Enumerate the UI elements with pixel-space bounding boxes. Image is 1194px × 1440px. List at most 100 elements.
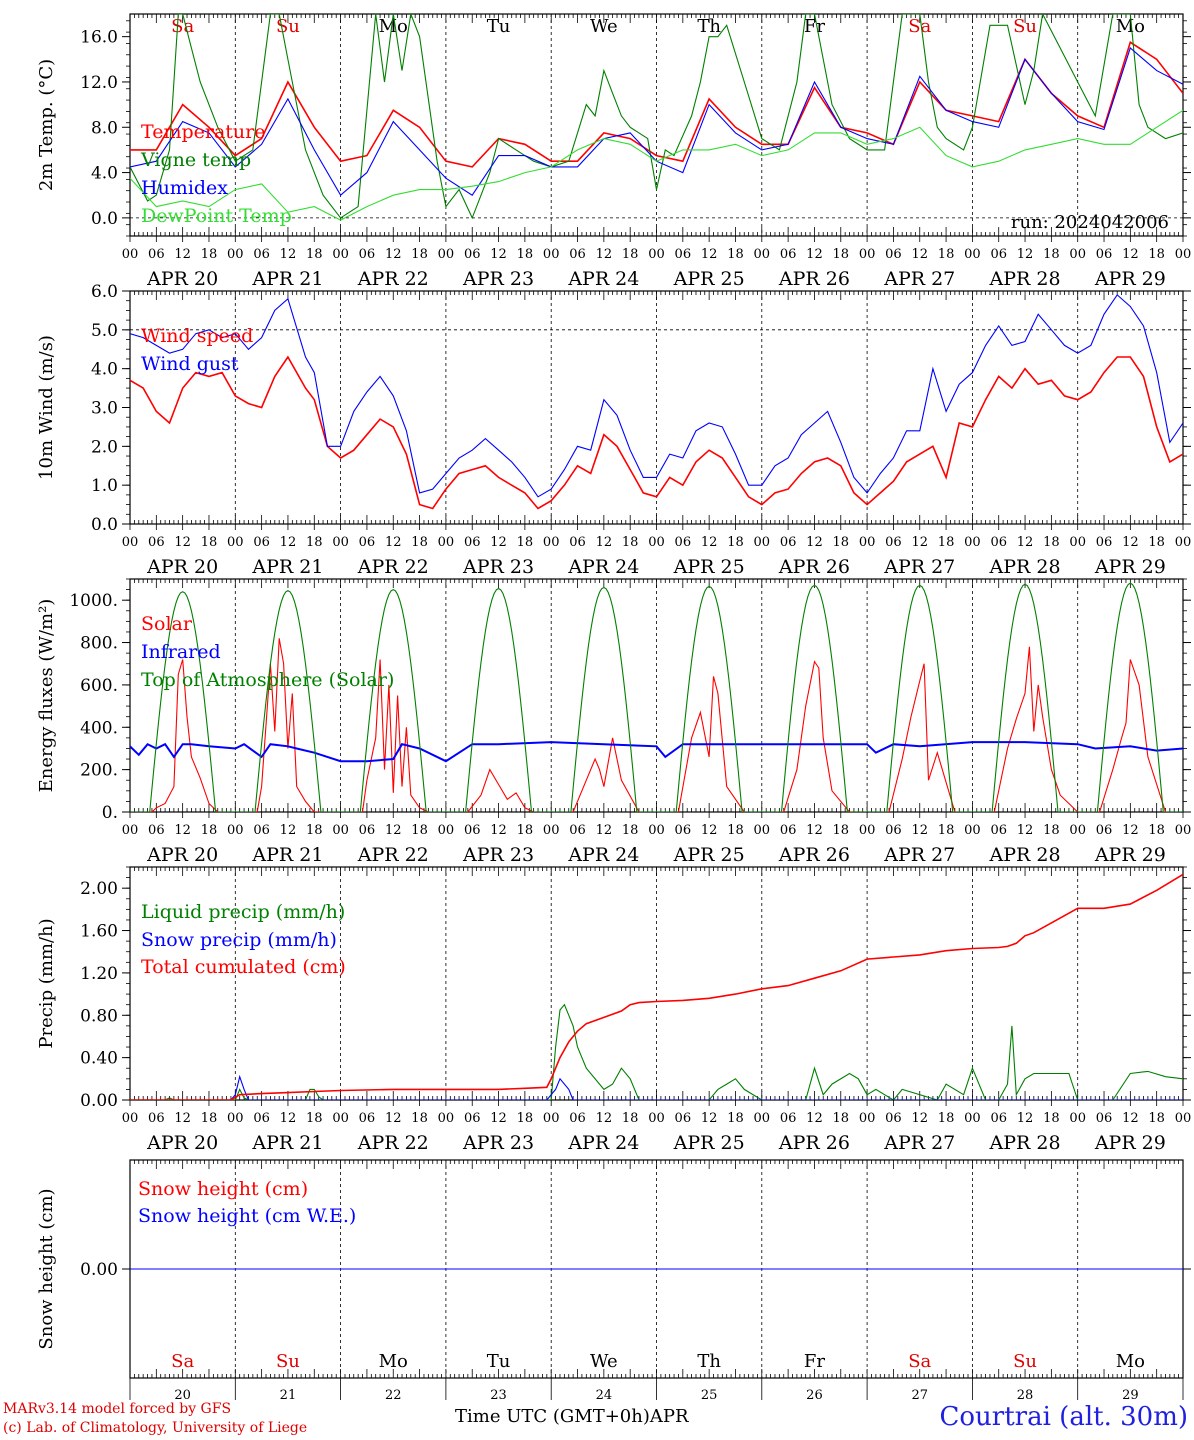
date-label: APR 26 bbox=[778, 1132, 850, 1154]
hour-tick-label: 18 bbox=[306, 1111, 323, 1126]
date-label: APR 26 bbox=[778, 268, 850, 290]
y-tick-label: 0.40 bbox=[80, 1049, 118, 1069]
hour-tick-label: 06 bbox=[675, 247, 692, 262]
hour-tick-label: 00 bbox=[122, 247, 139, 262]
y-tick-label: 1.20 bbox=[80, 964, 118, 984]
hour-tick-label: 00 bbox=[1069, 823, 1086, 838]
hour-tick-label: 06 bbox=[253, 535, 270, 550]
x-axis-month: APR bbox=[649, 1406, 689, 1427]
date-label: APR 28 bbox=[989, 844, 1061, 866]
hour-tick-label: 00 bbox=[648, 1111, 665, 1126]
date-label: APR 22 bbox=[357, 556, 429, 578]
legend-entry: Wind speed bbox=[141, 325, 253, 347]
y-tick-label: 5.0 bbox=[91, 321, 118, 341]
hour-tick-label: 00 bbox=[227, 247, 244, 262]
hour-tick-label: 12 bbox=[806, 823, 823, 838]
hour-tick-label: 06 bbox=[780, 535, 797, 550]
hour-tick-label: 12 bbox=[911, 823, 928, 838]
hour-tick-label: 00 bbox=[543, 1111, 560, 1126]
hour-tick-label: 00 bbox=[438, 247, 455, 262]
day-number-label: 22 bbox=[385, 1388, 402, 1403]
hour-tick-label: 18 bbox=[517, 823, 534, 838]
hour-tick-label: 06 bbox=[569, 535, 586, 550]
date-label: APR 25 bbox=[673, 1132, 745, 1154]
date-label: APR 29 bbox=[1094, 1132, 1166, 1154]
series-line-top-of-atmosphere-solar bbox=[130, 582, 1183, 812]
hour-tick-label: 06 bbox=[990, 247, 1007, 262]
hour-tick-label: 18 bbox=[622, 535, 639, 550]
y-axis-label: 2m Temp. (°C) bbox=[36, 59, 57, 191]
weekday-label: Sa bbox=[908, 16, 931, 37]
hour-tick-label: 18 bbox=[411, 247, 428, 262]
hour-tick-label: 00 bbox=[859, 823, 876, 838]
hour-tick-label: 12 bbox=[174, 823, 191, 838]
legend-entry: Top of Atmosphere (Solar) bbox=[141, 669, 394, 691]
hour-tick-label: 18 bbox=[201, 1111, 218, 1126]
hour-tick-label: 00 bbox=[754, 535, 771, 550]
weekday-label: Mo bbox=[1116, 1351, 1145, 1372]
hour-tick-label: 00 bbox=[332, 247, 349, 262]
hour-tick-label: 12 bbox=[490, 823, 507, 838]
day-number-label: 21 bbox=[280, 1388, 297, 1403]
hour-tick-label: 06 bbox=[780, 823, 797, 838]
hour-tick-label: 18 bbox=[727, 535, 744, 550]
hour-tick-label: 12 bbox=[490, 1111, 507, 1126]
date-label: APR 24 bbox=[567, 556, 639, 578]
hour-tick-label: 00 bbox=[964, 535, 981, 550]
hour-tick-label: 12 bbox=[911, 1111, 928, 1126]
weekday-label: Sa bbox=[908, 1351, 931, 1372]
hour-tick-label: 06 bbox=[990, 823, 1007, 838]
hour-tick-label: 18 bbox=[833, 823, 850, 838]
hour-tick-label: 00 bbox=[1069, 535, 1086, 550]
y-tick-label: 12.0 bbox=[80, 73, 118, 93]
date-label: APR 25 bbox=[673, 556, 745, 578]
hour-tick-label: 00 bbox=[438, 1111, 455, 1126]
hour-tick-label: 12 bbox=[1017, 823, 1034, 838]
y-tick-label: 4.0 bbox=[91, 164, 118, 184]
hour-tick-label: 00 bbox=[859, 535, 876, 550]
hour-tick-label: 00 bbox=[227, 535, 244, 550]
hour-tick-label: 00 bbox=[964, 823, 981, 838]
hour-tick-label: 18 bbox=[938, 535, 955, 550]
y-tick-label: 800. bbox=[80, 634, 118, 654]
hour-tick-label: 18 bbox=[517, 535, 534, 550]
hour-tick-label: 06 bbox=[675, 535, 692, 550]
hour-tick-label: 18 bbox=[833, 535, 850, 550]
y-tick-label: 8.0 bbox=[91, 118, 118, 138]
day-number-label: 23 bbox=[490, 1388, 507, 1403]
hour-tick-label: 18 bbox=[622, 247, 639, 262]
hour-tick-label: 12 bbox=[174, 247, 191, 262]
hour-tick-label: 12 bbox=[1017, 247, 1034, 262]
hour-tick-label: 00 bbox=[1175, 823, 1192, 838]
y-tick-label: 2.00 bbox=[80, 879, 118, 899]
series-line-vigne-temp bbox=[130, 14, 1183, 220]
hour-tick-label: 00 bbox=[332, 535, 349, 550]
day-number-label: 26 bbox=[806, 1388, 823, 1403]
weekday-label: Fr bbox=[804, 1351, 825, 1372]
legend-entry: Liquid precip (mm/h) bbox=[141, 901, 345, 923]
legend-entry: Vigne temp bbox=[140, 149, 251, 171]
hour-tick-label: 12 bbox=[806, 247, 823, 262]
hour-tick-label: 06 bbox=[780, 1111, 797, 1126]
day-number-label: 29 bbox=[1122, 1388, 1139, 1403]
date-label: APR 29 bbox=[1094, 268, 1166, 290]
hour-tick-label: 00 bbox=[543, 823, 560, 838]
y-tick-label: 0.80 bbox=[80, 1006, 118, 1026]
hour-tick-label: 00 bbox=[438, 535, 455, 550]
legend-entry: Infrared bbox=[141, 641, 221, 663]
y-tick-label: 16.0 bbox=[80, 28, 118, 48]
y-tick-label: 1.60 bbox=[80, 922, 118, 942]
day-number-label: 20 bbox=[174, 1388, 191, 1403]
weekday-label: Su bbox=[1013, 16, 1037, 37]
hour-tick-label: 00 bbox=[648, 247, 665, 262]
hour-tick-label: 12 bbox=[1017, 535, 1034, 550]
day-number-label: 24 bbox=[596, 1388, 613, 1403]
hour-tick-label: 12 bbox=[280, 1111, 297, 1126]
date-label: APR 27 bbox=[883, 1132, 955, 1154]
y-axis-label: 10m Wind (m/s) bbox=[36, 335, 57, 480]
date-label: APR 24 bbox=[567, 844, 639, 866]
series-line-dewpoint-temp bbox=[130, 109, 1183, 221]
hour-tick-label: 06 bbox=[148, 1111, 165, 1126]
station-name: Courtrai (alt. 30m) bbox=[939, 1402, 1189, 1432]
y-tick-label: 400. bbox=[80, 718, 118, 738]
